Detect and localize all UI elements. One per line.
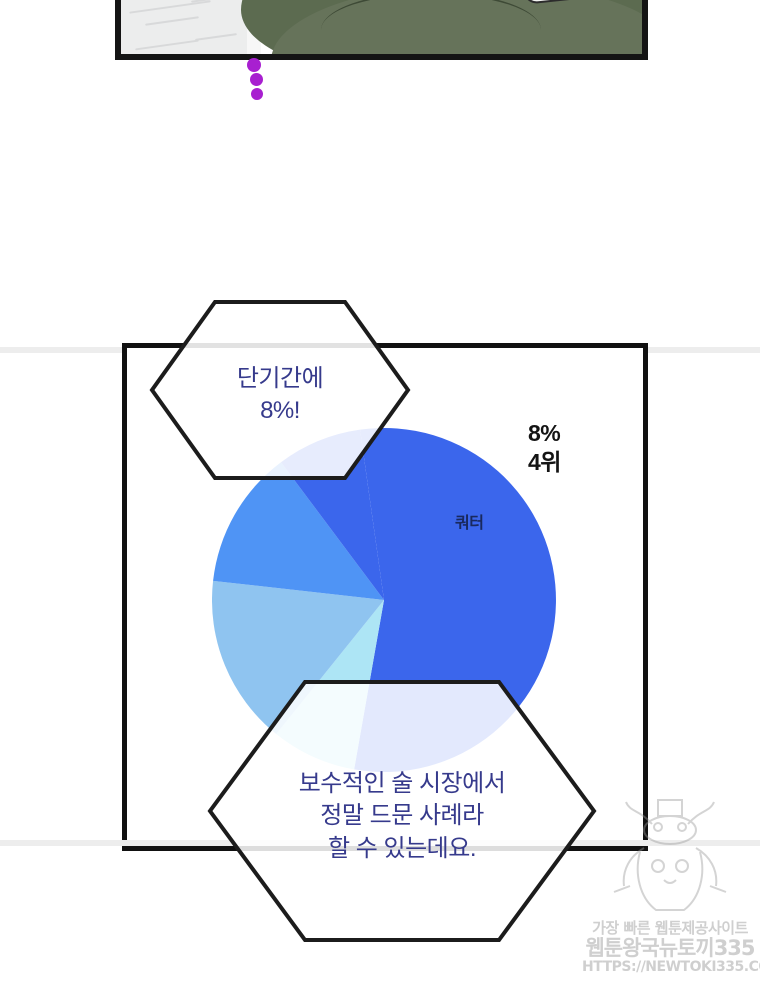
speech-bubble-bottom: 보수적인 술 시장에서 정말 드문 사례라 할 수 있는데요. [207,680,597,942]
hexagon-outline-top [149,300,411,480]
speech-bubble-top: 단기간에 8%! [149,300,411,480]
hexagon-shape-bottom [207,680,597,942]
sfx-dot-2 [250,73,263,86]
pie-label-rank-percent: 8% [528,420,561,446]
sfx-dot-1 [247,58,261,72]
paper-stack [121,0,261,54]
watermark-line-3: HTTPS://NEWTOKI335.COM [582,959,760,976]
comic-panel-top: 카! [115,0,648,60]
sweater-fold-line [321,0,541,30]
comic-scene-art: 카! [121,0,642,54]
watermark-line-2: 웹툰왕국뉴토끼335 [585,935,755,960]
pie-slice [213,462,384,600]
pie-label-quarter: 쿼터 [455,515,484,532]
pie-slice [212,580,384,735]
hexagon-shape-top [149,300,411,480]
hexagon-outline-bottom [207,680,597,942]
watermark-text: 가장 빠른 웹툰제공사이트 웹툰왕국뉴토끼335 HTTPS://NEWTOKI… [582,919,760,976]
pie-label-rank: 8% 4위 [528,419,561,476]
sfx-dot-3 [251,88,263,100]
watermark-line-1: 가장 빠른 웹툰제공사이트 [592,919,748,938]
pie-label-rank-position: 4위 [528,448,561,475]
